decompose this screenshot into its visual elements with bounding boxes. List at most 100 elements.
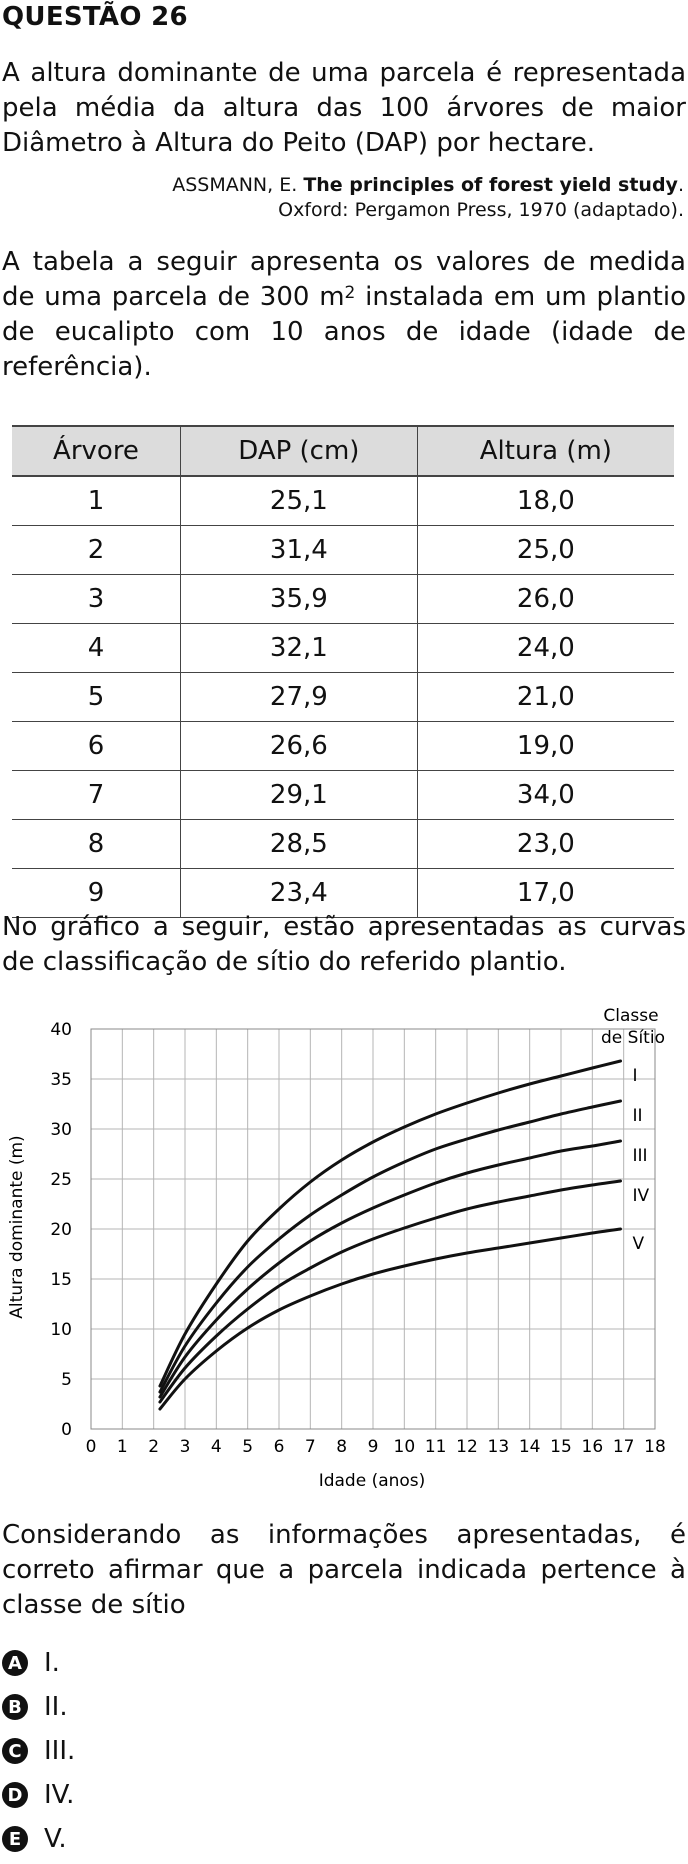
- x-tick-label: 10: [394, 1437, 416, 1457]
- table-row: 2 31,4 25,0: [12, 525, 674, 575]
- table-row: 1 25,1 18,0: [12, 476, 674, 526]
- x-tick-labels: 0 1 2 3 4 5 6 7 8 9 10 11 12 13 14 15 16 17 18: [86, 1437, 666, 1457]
- x-tick-label: 11: [425, 1437, 447, 1457]
- x-tick-label: 6: [274, 1437, 285, 1457]
- table-cell: 23,4: [179, 868, 418, 918]
- y-tick-label: 10: [50, 1320, 72, 1340]
- option-d-letter: D: [2, 1782, 28, 1808]
- plot-frame: [90, 1028, 656, 1430]
- series-label-III: III: [633, 1146, 648, 1166]
- option-a[interactable]: A I.: [2, 1648, 60, 1678]
- series-label-IV: IV: [633, 1186, 650, 1206]
- table-cell: 4: [12, 623, 181, 673]
- series-label-II: II: [633, 1106, 643, 1126]
- reference-line2: Oxford: Pergamon Press, 1970 (adaptado).: [278, 199, 684, 221]
- reference-punct: .: [677, 174, 684, 196]
- site-curve-IV: [158, 1179, 623, 1404]
- reference: ASSMANN, E. The principles of forest yie…: [172, 173, 684, 223]
- option-e[interactable]: E V.: [2, 1824, 67, 1854]
- legend-title-line1: Classe: [603, 1006, 658, 1026]
- data-table: Árvore DAP (cm) Altura (m) 1 25,1 18,0 2 31…: [12, 425, 674, 918]
- y-axis-label: Altura dominante (m): [7, 1135, 27, 1318]
- x-tick-label: 4: [211, 1437, 222, 1457]
- series-label-V: V: [633, 1234, 645, 1254]
- table-cell: 7: [12, 770, 181, 820]
- x-tick-label: 2: [148, 1437, 159, 1457]
- table-row: 4 32,1 24,0: [12, 623, 674, 673]
- option-b[interactable]: B II.: [2, 1692, 68, 1722]
- x-tick-label: 1: [117, 1437, 128, 1457]
- table-cell: 6: [12, 721, 181, 771]
- table-header-tree: Árvore: [12, 425, 181, 477]
- table-cell: 26,6: [179, 721, 418, 771]
- table-cell: 25,1: [179, 476, 418, 526]
- site-curve-II: [158, 1099, 623, 1394]
- table-cell: 17,0: [416, 868, 674, 918]
- x-tick-label: 0: [86, 1437, 97, 1457]
- option-a-text: I.: [44, 1648, 60, 1678]
- table-row: 6 26,6 19,0: [12, 721, 674, 771]
- option-c-letter: C: [2, 1738, 28, 1764]
- y-tick-label: 5: [61, 1370, 72, 1390]
- table-cell: 35,9: [179, 574, 418, 624]
- table-cell: 9: [12, 868, 181, 918]
- table-cell: 31,4: [179, 525, 418, 575]
- intro-paragraph: A altura dominante de uma parcela é repr…: [2, 58, 686, 158]
- x-tick-label: 17: [613, 1437, 635, 1457]
- table-cell: 5: [12, 672, 181, 722]
- option-d[interactable]: D IV.: [2, 1780, 74, 1810]
- site-curve-III: [158, 1139, 623, 1399]
- table-cell: 18,0: [416, 476, 674, 526]
- table-cell: 27,9: [179, 672, 418, 722]
- y-tick-label: 25: [50, 1170, 72, 1190]
- reference-work: The principles of forest yield study: [303, 174, 678, 196]
- series-label-I: I: [633, 1066, 638, 1086]
- x-tick-label: 16: [582, 1437, 604, 1457]
- reference-author: ASSMANN, E.: [172, 174, 298, 196]
- option-e-text: V.: [44, 1824, 67, 1854]
- table-cell: 34,0: [416, 770, 674, 820]
- x-tick-label: 9: [368, 1437, 379, 1457]
- table-row: 9 23,4 17,0: [12, 868, 674, 918]
- x-tick-label: 14: [519, 1437, 541, 1457]
- table-cell: 24,0: [416, 623, 674, 673]
- table-cell: 26,0: [416, 574, 674, 624]
- x-tick-label: 8: [336, 1437, 347, 1457]
- option-c[interactable]: C III.: [2, 1736, 75, 1766]
- table-cell: 28,5: [179, 819, 418, 869]
- x-tick-label: 15: [550, 1437, 572, 1457]
- table-row: 5 27,9 21,0: [12, 672, 674, 722]
- x-tick-label: 12: [456, 1437, 478, 1457]
- option-e-letter: E: [2, 1826, 28, 1852]
- table-row: 7 29,1 34,0: [12, 770, 674, 820]
- x-tick-label: 3: [180, 1437, 191, 1457]
- option-c-text: III.: [44, 1736, 76, 1766]
- chart-intro-paragraph: No gráfico a seguir, estão apresentadas …: [2, 912, 686, 977]
- chart-grid: [90, 1028, 656, 1430]
- x-tick-label: 18: [644, 1437, 666, 1457]
- y-tick-label: 0: [61, 1420, 72, 1440]
- table-intro-superscript: 2: [344, 283, 356, 303]
- table-cell: 21,0: [416, 672, 674, 722]
- x-tick-label: 5: [242, 1437, 253, 1457]
- site-curve-V: [158, 1227, 623, 1411]
- x-tick-label: 7: [305, 1437, 316, 1457]
- y-tick-label: 30: [50, 1120, 72, 1140]
- legend-title-line2: de Sítio: [601, 1028, 665, 1048]
- site-curves: [158, 1059, 623, 1411]
- table-intro-text-cont: instalada em um plantio de eucalipto com…: [2, 282, 686, 382]
- option-d-text: IV.: [44, 1780, 75, 1810]
- reference-line1: ASSMANN, E. The principles of forest yie…: [172, 173, 684, 198]
- table-cell: 8: [12, 819, 181, 869]
- y-tick-label: 35: [50, 1070, 72, 1090]
- table-cell: 32,1: [179, 623, 418, 673]
- y-tick-labels: 0 5 10 15 20 25 30 35 40: [50, 1020, 72, 1440]
- x-axis-label: Idade (anos): [319, 1471, 426, 1491]
- table-row: 3 35,9 26,0: [12, 574, 674, 624]
- table-cell: 19,0: [416, 721, 674, 771]
- table-cell: 1: [12, 476, 181, 526]
- table-cell: 23,0: [416, 819, 674, 869]
- table-cell: 29,1: [179, 770, 418, 820]
